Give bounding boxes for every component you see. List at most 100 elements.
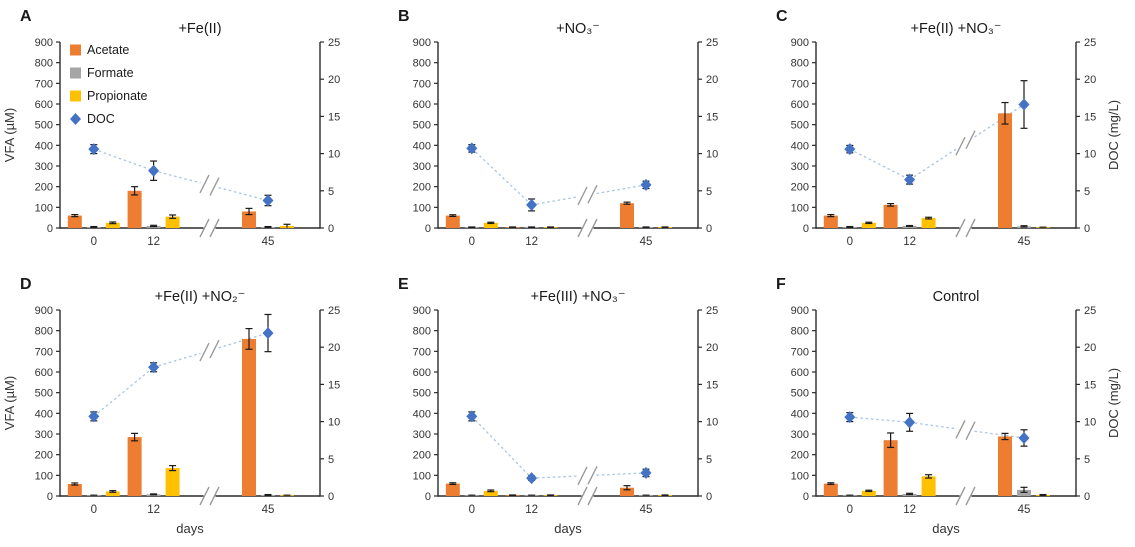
left-axis-tick-label: 100: [791, 470, 809, 482]
left-axis-tick-label: 300: [791, 429, 809, 441]
chart-panel-A: A+Fe(II)01002003004005006007008009000510…: [2, 8, 340, 248]
error-bar: [865, 221, 873, 225]
panel-letter: C: [776, 8, 788, 25]
error-bar: [906, 224, 914, 227]
doc-line-segment: [909, 421, 957, 430]
axis-break-slash: [199, 342, 210, 362]
x-axis-tick-label: 12: [147, 504, 160, 516]
right-axis-tick-label: 10: [706, 149, 718, 161]
acetate-bar: [127, 437, 142, 496]
left-axis-tick-label: 800: [413, 326, 431, 338]
acetate-bar: [67, 215, 82, 228]
axis-break-slash: [199, 218, 210, 238]
x-axis-tick-label: 45: [262, 504, 275, 516]
legend-item-label: Formate: [87, 66, 134, 80]
right-axis-tick-label: 5: [328, 454, 334, 466]
right-axis-title: DOC (mg/L): [1106, 100, 1121, 170]
left-axis-tick-label: 100: [413, 202, 431, 214]
left-axis-tick-label: 400: [791, 408, 809, 420]
left-axis-tick-label: 900: [413, 37, 431, 49]
x-axis-tick-label: 0: [91, 504, 97, 516]
left-axis-tick-label: 800: [791, 58, 809, 70]
error-bar: [109, 221, 117, 225]
propionate-bar: [105, 222, 120, 228]
left-axis-tick-label: 0: [803, 491, 809, 503]
acetate-bar: [883, 204, 898, 228]
propionate-bar: [165, 468, 180, 496]
doc-line-segment: [596, 472, 647, 476]
axis-break-slash: [209, 177, 220, 196]
doc-line-segment: [974, 103, 1025, 138]
x-axis-title: days: [932, 521, 960, 536]
axis-break-slash: [209, 218, 220, 238]
axis-break-slash: [577, 186, 588, 206]
acetate-bar: [998, 436, 1012, 496]
error-bar: [245, 327, 253, 350]
acetate-legend-swatch-icon: [70, 44, 81, 56]
doc-point: [262, 194, 274, 207]
right-axis-tick-label: 10: [706, 417, 718, 429]
doc-line-segment: [471, 147, 533, 206]
error-bar: [887, 432, 895, 449]
doc-line-segment: [909, 148, 957, 181]
axis-break-slash: [955, 486, 966, 506]
propionate-bar: [921, 218, 936, 228]
left-axis-tick-label: 600: [791, 367, 809, 379]
doc-line-segment: [153, 352, 201, 368]
left-axis-tick-label: 100: [413, 470, 431, 482]
error-bar: [169, 214, 177, 219]
left-axis-tick-label: 900: [791, 305, 809, 317]
right-axis-tick-label: 0: [328, 491, 334, 503]
left-axis-tick-label: 300: [35, 161, 53, 173]
formate-legend-swatch-icon: [70, 67, 81, 79]
left-axis-tick-label: 500: [35, 388, 53, 400]
axis-break-slash: [577, 486, 588, 506]
error-bar: [169, 465, 177, 472]
right-axis-tick-label: 25: [1084, 37, 1096, 49]
x-axis-tick-label: 0: [469, 504, 475, 516]
right-axis-tick-label: 20: [706, 342, 718, 354]
right-axis-tick-label: 25: [328, 37, 340, 49]
doc-point: [1018, 431, 1030, 444]
panel-letter: A: [20, 8, 32, 25]
left-axis-tick-label: 900: [35, 37, 53, 49]
error-bar: [90, 225, 98, 228]
panel-f: F Control 0 100 200 300 400 500 600 700 800 900 0 5 10…: [756, 268, 1134, 547]
left-axis-tick-label: 200: [791, 450, 809, 462]
formate-bar: [902, 225, 917, 228]
doc-point: [88, 410, 100, 423]
right-axis-tick-label: 20: [1084, 342, 1096, 354]
error-bar: [131, 186, 139, 196]
right-axis-tick-label: 5: [706, 186, 712, 198]
doc-line-segment: [471, 415, 533, 479]
x-axis-tick-label: 12: [903, 236, 916, 248]
doc-point: [1018, 98, 1030, 111]
legend: Acetate Formate Propionate DOC: [70, 43, 148, 126]
error-bar: [1020, 486, 1028, 493]
propionate-bar: [861, 490, 876, 496]
axis-break-slash: [587, 218, 598, 238]
error-bar: [865, 489, 873, 493]
error-bar: [906, 492, 914, 496]
panel-letter: D: [20, 276, 32, 293]
right-axis-tick-label: 20: [1084, 74, 1096, 86]
error-bar: [623, 485, 631, 491]
left-axis-tick-label: 200: [35, 182, 53, 194]
acetate-bar: [883, 440, 898, 496]
right-axis-tick-label: 5: [706, 454, 712, 466]
propionate-legend-swatch-icon: [70, 90, 81, 102]
error-bar: [487, 221, 495, 225]
error-bar: [71, 213, 79, 218]
left-axis-tick-label: 700: [35, 78, 53, 90]
left-axis-tick-label: 200: [413, 450, 431, 462]
left-axis-title: VFA (µM): [2, 376, 17, 430]
left-axis-tick-label: 700: [413, 78, 431, 90]
error-bar: [827, 213, 835, 218]
left-axis-tick-label: 600: [791, 99, 809, 111]
right-axis-tick-label: 25: [328, 305, 340, 317]
left-axis-tick-label: 500: [791, 120, 809, 132]
propionate-bar: [105, 491, 120, 496]
left-axis-tick-label: 0: [425, 491, 431, 503]
left-axis-tick-label: 700: [791, 346, 809, 358]
legend-item-propionate: Propionate: [70, 89, 148, 103]
